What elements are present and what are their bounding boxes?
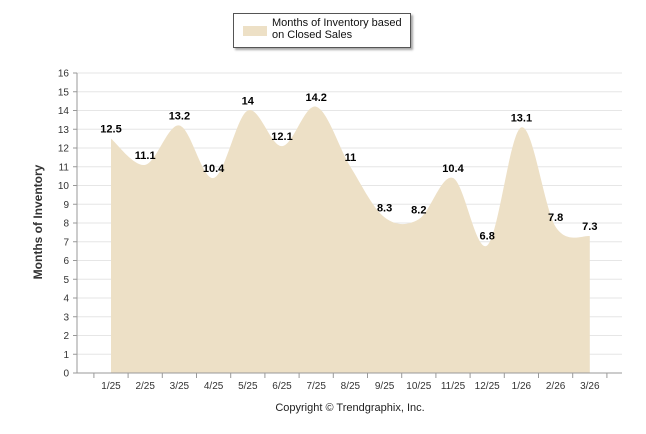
data-label: 12.5 [100, 124, 121, 136]
x-tick-label: 7/25 [306, 381, 326, 392]
x-tick-label: 1/25 [101, 381, 121, 392]
y-tick-label: 2 [63, 331, 69, 342]
y-tick-label: 6 [63, 256, 69, 267]
data-label: 14.2 [305, 92, 326, 104]
y-tick-label: 13 [58, 125, 70, 136]
x-tick-label: 5/25 [238, 381, 258, 392]
legend-swatch [243, 26, 267, 36]
x-tick-label: 2/26 [546, 381, 566, 392]
data-label: 14 [242, 96, 255, 108]
x-tick-label: 10/25 [406, 381, 431, 392]
y-tick-label: 7 [63, 237, 69, 248]
y-tick-label: 10 [58, 181, 70, 192]
y-tick-label: 14 [58, 106, 70, 117]
y-tick-label: 3 [63, 312, 69, 323]
data-label: 10.4 [203, 163, 225, 175]
data-label: 13.1 [511, 112, 532, 124]
y-tick-label: 8 [63, 219, 69, 230]
data-label: 11 [345, 152, 357, 164]
area-series [111, 106, 590, 373]
y-tick-label: 0 [63, 369, 69, 380]
x-tick-labels: 1/25 2/25 3/25 4/25 5/25 6/25 7/25 8/25 9/25 10/2… [93, 373, 608, 392]
data-label: 7.8 [548, 212, 563, 224]
data-label: 11.1 [135, 150, 156, 162]
y-tick-label: 15 [58, 87, 70, 98]
area-fill [111, 106, 590, 373]
y-tick-label: 16 [58, 69, 70, 80]
data-label: 13.2 [169, 111, 190, 123]
data-label: 6.8 [480, 231, 495, 243]
x-tick-label: 1/26 [512, 381, 532, 392]
y-tick-label: 5 [63, 275, 69, 286]
x-tick-label: 12/25 [475, 381, 500, 392]
x-tick-label: 6/25 [272, 381, 292, 392]
y-axis-label: Months of Inventory [31, 164, 45, 279]
copyright-text: Copyright © Trendgraphix, Inc. [275, 402, 425, 414]
y-tick-label: 9 [63, 200, 69, 211]
x-tick-label: 4/25 [204, 381, 224, 392]
legend-label: Months of Inventory based on Closed Sale… [272, 17, 402, 41]
data-label: 8.3 [377, 202, 392, 214]
x-tick-label: 9/25 [375, 381, 395, 392]
y-tick-label: 4 [63, 294, 69, 305]
x-tick-label: 3/25 [170, 381, 190, 392]
y-tick-label: 12 [58, 144, 70, 155]
data-label: 7.3 [582, 221, 597, 233]
x-tick-label: 3/26 [580, 381, 600, 392]
y-tick-label: 11 [59, 162, 70, 173]
y-tick-label: 1 [63, 350, 69, 361]
x-tick-label: 11/25 [441, 381, 466, 392]
legend: Months of Inventory based on Closed Sale… [233, 13, 411, 48]
data-label: 10.4 [442, 163, 464, 175]
x-tick-label: 2/25 [135, 381, 155, 392]
x-tick-label: 8/25 [341, 381, 361, 392]
data-labels: 12.5 11.1 13.2 10.4 14 12.1 14.2 11 8.3 8.2 10.4 6.… [100, 92, 597, 243]
data-label: 8.2 [411, 204, 426, 216]
data-label: 12.1 [271, 131, 292, 143]
